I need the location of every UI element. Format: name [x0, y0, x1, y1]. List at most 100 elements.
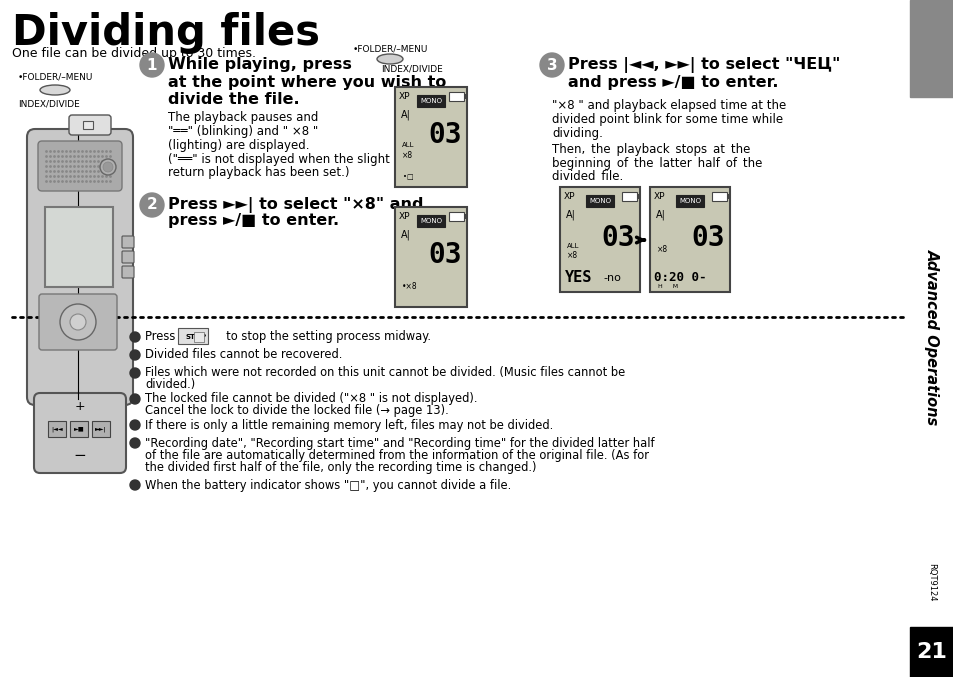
Bar [395, 207, 467, 307]
Circle shape [130, 438, 140, 448]
Circle shape [103, 162, 112, 172]
Bar [416, 95, 444, 107]
Text: XP: XP [398, 212, 410, 221]
Text: 21: 21 [916, 642, 946, 662]
Text: 03: 03 [428, 121, 461, 149]
Text: 03: 03 [428, 241, 461, 269]
Text: the divided first half of the file, only the recording time is changed.): the divided first half of the file, only… [145, 460, 536, 473]
Circle shape [100, 159, 116, 175]
Text: of the file are automatically determined from the information of the original fi: of the file are automatically determined… [145, 448, 648, 462]
Bar [585, 195, 614, 207]
Bar [649, 187, 729, 292]
Bar [91, 421, 110, 437]
Text: Dividing files: Dividing files [12, 12, 319, 54]
Circle shape [60, 304, 96, 340]
FancyBboxPatch shape [122, 236, 133, 248]
Text: STOP: STOP [186, 334, 207, 340]
Bar [193, 332, 204, 342]
Text: •×8: •×8 [401, 282, 417, 292]
Text: ►■: ►■ [73, 427, 84, 431]
Text: When the battery indicator shows "□", you cannot divide a file.: When the battery indicator shows "□", yo… [145, 479, 511, 492]
Bar [395, 87, 467, 187]
Bar [726, 194, 729, 199]
Bar [449, 92, 463, 101]
Circle shape [130, 394, 140, 404]
FancyBboxPatch shape [27, 129, 132, 405]
Text: Press              to stop the setting process midway.: Press to stop the setting process midway… [145, 330, 431, 343]
Bar [559, 187, 639, 292]
Bar [909, 0, 953, 97]
Bar [621, 192, 637, 201]
Text: A|: A| [565, 210, 576, 220]
Text: If there is only a little remaining memory left, files may not be divided.: If there is only a little remaining memo… [145, 418, 553, 431]
Text: −: − [73, 447, 87, 462]
Text: ("══" is not displayed when the slight: ("══" is not displayed when the slight [168, 152, 390, 165]
Text: A|: A| [656, 210, 665, 220]
Text: divided file.: divided file. [552, 171, 622, 183]
FancyBboxPatch shape [34, 393, 126, 473]
Text: dividing.: dividing. [552, 127, 602, 139]
Text: H     M: H M [658, 284, 678, 290]
Text: +: + [74, 401, 85, 414]
Text: return playback has been set.): return playback has been set.) [168, 167, 349, 179]
Circle shape [130, 420, 140, 430]
Text: •FOLDER/–MENU: •FOLDER/–MENU [18, 72, 93, 81]
Text: XP: XP [563, 192, 575, 201]
Text: 3: 3 [546, 58, 557, 72]
Circle shape [539, 53, 563, 77]
Bar [463, 214, 467, 219]
Bar [463, 94, 467, 99]
Circle shape [140, 193, 164, 217]
Bar [45, 207, 112, 287]
Bar [178, 328, 208, 344]
Text: at the point where you wish to: at the point where you wish to [168, 76, 446, 91]
Circle shape [130, 350, 140, 360]
Text: One file can be divided up to 30 times.: One file can be divided up to 30 times. [12, 47, 255, 60]
Text: Advanced Operations: Advanced Operations [923, 249, 939, 425]
Bar [449, 212, 463, 221]
Text: "══" (blinking) and " ×8 ": "══" (blinking) and " ×8 " [168, 125, 318, 137]
Ellipse shape [40, 85, 70, 95]
Text: The playback pauses and: The playback pauses and [168, 110, 318, 123]
Circle shape [70, 314, 86, 330]
Text: The locked file cannot be divided ("×8 " is not displayed).: The locked file cannot be divided ("×8 "… [145, 393, 477, 406]
Text: •FOLDER/–MENU: •FOLDER/–MENU [352, 45, 427, 53]
Text: and press ►/■ to enter.: and press ►/■ to enter. [567, 76, 778, 91]
Text: 03: 03 [691, 224, 724, 252]
Text: beginning of the latter half of the: beginning of the latter half of the [552, 156, 761, 169]
FancyBboxPatch shape [39, 294, 117, 350]
Text: "×8 " and playback elapsed time at the: "×8 " and playback elapsed time at the [552, 98, 785, 112]
Text: XP: XP [654, 192, 665, 201]
Text: MONO: MONO [588, 198, 610, 204]
Text: Press ►►| to select "×8" and: Press ►►| to select "×8" and [168, 197, 423, 213]
Bar [909, 627, 953, 677]
FancyBboxPatch shape [122, 266, 133, 278]
Text: ►►|: ►►| [95, 427, 107, 432]
Text: YES: YES [564, 271, 592, 286]
Text: STOP: STOP [80, 117, 110, 127]
Circle shape [130, 368, 140, 378]
Bar [676, 195, 703, 207]
Text: ×8: ×8 [566, 251, 578, 261]
Text: ×8: ×8 [401, 150, 413, 160]
Text: press ►/■ to enter.: press ►/■ to enter. [168, 213, 338, 229]
Text: XP: XP [398, 92, 410, 101]
Text: divide the file.: divide the file. [168, 91, 299, 106]
Circle shape [140, 53, 164, 77]
Text: Divided files cannot be recovered.: Divided files cannot be recovered. [145, 349, 342, 362]
Circle shape [130, 480, 140, 490]
Bar [48, 421, 66, 437]
Text: -no: -no [602, 273, 620, 283]
Text: MONO: MONO [419, 98, 441, 104]
Text: •□: •□ [402, 174, 414, 180]
Text: MONO: MONO [419, 218, 441, 224]
FancyBboxPatch shape [69, 115, 111, 135]
Text: 03: 03 [601, 224, 635, 252]
Text: ×8: ×8 [657, 246, 667, 255]
Bar [637, 194, 639, 199]
Text: |◄◄: |◄◄ [51, 427, 63, 432]
Text: INDEX/DIVIDE: INDEX/DIVIDE [18, 100, 80, 108]
Text: INDEX/DIVIDE: INDEX/DIVIDE [381, 64, 442, 74]
FancyBboxPatch shape [122, 251, 133, 263]
Text: A|: A| [400, 110, 411, 121]
